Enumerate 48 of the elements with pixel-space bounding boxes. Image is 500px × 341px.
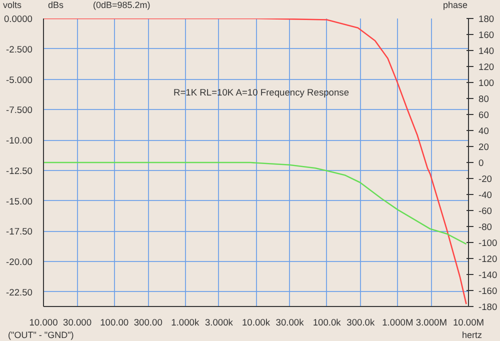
y-tick-label: 0.0000 — [4, 14, 32, 24]
y2-tick-label: 20 — [478, 142, 489, 152]
y2-tick-label: 140 — [478, 46, 494, 56]
y2-tick-label: -20 — [478, 174, 492, 184]
y-tick-label: -2.500 — [6, 44, 33, 54]
y2-tick-label: -80 — [478, 222, 492, 232]
x-tick-label: 1.000k — [171, 318, 200, 328]
x-tick-label: 30.000 — [63, 318, 92, 328]
x-tick-label: 100.00 — [100, 318, 129, 328]
y2-tick-label: 180 — [478, 14, 494, 24]
y-tick-label: -7.500 — [6, 105, 33, 116]
x-tick-label: 10.00k — [242, 318, 270, 328]
y-tick-label: -22.50 — [6, 287, 33, 298]
y-tick-label: -20.00 — [6, 257, 33, 268]
y2-tick-label: 40 — [478, 126, 489, 136]
x-tick-label: 10.000 — [29, 318, 58, 328]
x-tick-label: 1.000M — [382, 318, 414, 328]
y2-tick-label: 120 — [478, 62, 494, 72]
y-tick-label: -10.00 — [6, 136, 33, 146]
y-tick-label: -15.00 — [6, 196, 33, 206]
text: (0dB=985.2m) — [93, 0, 150, 11]
x-tick-label: 300.00 — [134, 318, 162, 328]
x-axis-title: hertz — [462, 330, 482, 341]
y2-tick-label: -100 — [478, 238, 498, 248]
y2-tick-label: -140 — [478, 270, 498, 280]
text: ("OUT" - "GND") — [8, 330, 74, 341]
y2-tick-label: -180 — [478, 302, 498, 312]
y-tick-label: -12.50 — [6, 166, 33, 176]
x-tick-label: 3.000k — [204, 318, 234, 328]
y-tick-label: -5.000 — [6, 74, 33, 85]
text: dBs — [48, 0, 64, 11]
y-tick-label: -17.50 — [6, 226, 33, 237]
y2-tick-label: -40 — [478, 190, 492, 200]
y2-tick-label: 160 — [478, 30, 494, 40]
y2-tick-label: -60 — [478, 206, 492, 216]
x-tick-label: 10.00M — [452, 318, 484, 328]
y-axis-title: volts — [3, 0, 22, 11]
y2-tick-label: 100 — [478, 78, 494, 88]
y2-axis-title: phase — [443, 0, 468, 11]
y2-tick-label: 60 — [478, 110, 489, 120]
y2-tick-label: -120 — [478, 254, 498, 264]
y2-tick-label: -160 — [478, 286, 498, 296]
x-tick-label: 30.00k — [276, 318, 304, 328]
x-tick-label: 3.000M — [416, 318, 448, 328]
x-tick-label: 100.0k — [312, 318, 342, 328]
y2-tick-label: 0 — [478, 158, 484, 168]
y2-tick-label: 80 — [478, 94, 489, 104]
x-tick-label: 300.0k — [346, 318, 375, 328]
